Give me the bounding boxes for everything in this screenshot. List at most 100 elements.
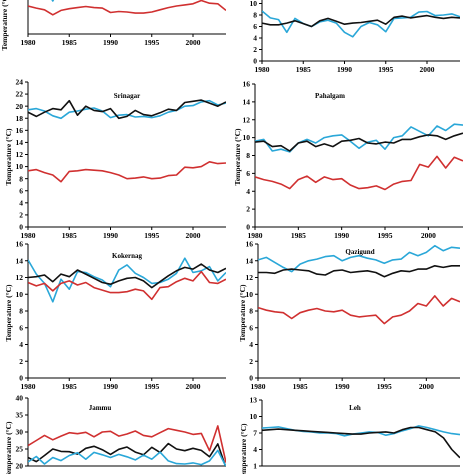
x-tick-label: 2000 xyxy=(186,382,201,391)
y-tick-label: 0 xyxy=(249,374,253,383)
y-tick-label: 7 xyxy=(253,429,257,438)
x-tick-label: 1985 xyxy=(62,382,77,391)
series-line xyxy=(262,426,460,459)
x-tick-label: 1980 xyxy=(251,382,266,391)
series-line xyxy=(28,257,226,303)
x-tick-label: 2000 xyxy=(420,65,435,74)
series-line xyxy=(258,244,460,273)
y-axis-label: Temperature (°C) xyxy=(4,128,13,185)
y-tick-label: 8 xyxy=(253,11,257,20)
y-tick-label: 2 xyxy=(19,211,23,220)
y-tick-label: 0 xyxy=(19,374,23,383)
y-tick-label: 0 xyxy=(253,57,257,66)
y-axis-label: Temperature (°C) xyxy=(4,421,13,474)
x-tick-label: 1980 xyxy=(21,38,36,47)
y-tick-label: 18 xyxy=(16,114,24,123)
panel-pahalgam: Pahalgam Temperature (°C) 0 2 4 6 8 10 12 14 16 1… xyxy=(233,80,463,240)
y-axis-label: Temperature (°C) xyxy=(238,284,247,341)
y-tick-label: 8 xyxy=(19,307,23,316)
y-tick-label: 2 xyxy=(19,357,23,366)
panel-title: Srinagar xyxy=(114,92,140,100)
x-tick-label: 1990 xyxy=(103,38,118,47)
y-tick-label: 2 xyxy=(249,357,253,366)
y-tick-label: 12 xyxy=(16,150,24,159)
series-line xyxy=(28,442,226,466)
panel-title: Jammu xyxy=(89,404,112,412)
panel-top-left: Temperature (°C) 1980 1985 1990 1995 2000 xyxy=(0,0,226,50)
y-tick-label: 16 xyxy=(246,240,254,249)
x-tick-label: 1980 xyxy=(21,231,36,240)
y-tick-label: 16 xyxy=(243,80,251,89)
y-tick-label: 12 xyxy=(243,115,251,124)
y-tick-label: 4 xyxy=(246,187,250,196)
y-tick-label: 6 xyxy=(246,169,250,178)
panel-title: Leh xyxy=(349,404,361,412)
x-tick-label: 2000 xyxy=(419,382,434,391)
panel-title: Kokernag xyxy=(112,252,142,260)
series-line xyxy=(28,99,226,120)
x-tick-label: 2000 xyxy=(186,38,201,47)
y-tick-label: 4 xyxy=(249,340,253,349)
y-axis-label: Temperature (°C) xyxy=(239,423,248,474)
y-tick-label: 35 xyxy=(16,411,24,420)
y-tick-label: 22 xyxy=(16,90,24,99)
y-tick-label: 24 xyxy=(16,78,24,87)
series-line xyxy=(255,132,463,152)
panel-title: Qazigund xyxy=(345,248,374,256)
series-line xyxy=(51,0,55,2)
y-tick-label: 4 xyxy=(19,340,23,349)
x-tick-label: 1985 xyxy=(291,231,306,240)
y-tick-label: 10 xyxy=(250,412,258,421)
y-tick-label: 4 xyxy=(253,445,257,454)
series-line xyxy=(262,10,460,38)
y-tick-label: 14 xyxy=(243,97,251,106)
x-tick-label: 1985 xyxy=(62,231,77,240)
y-tick-label: 10 xyxy=(16,162,24,171)
y-tick-label: 8 xyxy=(246,151,250,160)
series-line xyxy=(258,264,460,278)
y-tick-label: 4 xyxy=(19,198,23,207)
y-tick-label: 12 xyxy=(246,273,254,282)
x-tick-label: 2000 xyxy=(421,231,436,240)
y-tick-label: 25 xyxy=(16,445,24,454)
panel-title: Pahalgam xyxy=(315,92,345,100)
y-tick-label: 6 xyxy=(19,323,23,332)
x-tick-label: 1995 xyxy=(378,231,393,240)
y-tick-label: 1 xyxy=(253,462,257,471)
y-tick-label: 6 xyxy=(19,186,23,195)
y-tick-label: 0 xyxy=(246,223,250,232)
panel-top-right: 0 2 4 6 8 10 1980 1985 1990 1995 2000 xyxy=(250,0,460,74)
y-tick-label: 8 xyxy=(19,174,23,183)
y-tick-label: 30 xyxy=(16,428,24,437)
x-tick-label: 1985 xyxy=(293,382,308,391)
y-tick-label: 14 xyxy=(246,256,254,265)
y-tick-label: 10 xyxy=(250,0,258,8)
x-tick-label: 1995 xyxy=(144,231,159,240)
y-tick-label: 10 xyxy=(16,290,24,299)
y-tick-label: 16 xyxy=(16,126,24,135)
x-tick-label: 1985 xyxy=(62,38,77,47)
y-tick-label: 6 xyxy=(253,22,257,31)
panel-srinagar: Srinagar Temperature (°C) 02468101214161… xyxy=(4,78,226,240)
y-tick-label: 13 xyxy=(250,396,258,405)
series-line xyxy=(28,263,226,289)
x-tick-label: 1980 xyxy=(248,231,263,240)
series-line xyxy=(255,123,463,153)
y-tick-label: 12 xyxy=(16,273,24,282)
series-line xyxy=(28,0,226,16)
series-line xyxy=(258,295,460,325)
panel-kokernag: Kokernag Temperature (°C) 0 2 4 6 8 10 12 14 16 1… xyxy=(4,240,226,391)
y-tick-label: 20 xyxy=(16,462,24,471)
y-tick-label: 10 xyxy=(243,133,251,142)
y-tick-label: 10 xyxy=(246,290,254,299)
y-axis-label: Temperature (°C) xyxy=(0,0,9,50)
panel-leh: Leh Temperature (°C) 1 4 7 10 13 xyxy=(239,396,460,474)
x-tick-label: 1995 xyxy=(378,65,393,74)
y-tick-label: 4 xyxy=(253,34,257,43)
series-line xyxy=(255,155,463,191)
panel-jammu: Jammu Temperature (°C) 20 25 30 35 40 xyxy=(4,394,226,474)
x-tick-label: 2000 xyxy=(186,231,201,240)
x-tick-label: 1995 xyxy=(144,38,159,47)
x-tick-label: 1990 xyxy=(337,65,352,74)
